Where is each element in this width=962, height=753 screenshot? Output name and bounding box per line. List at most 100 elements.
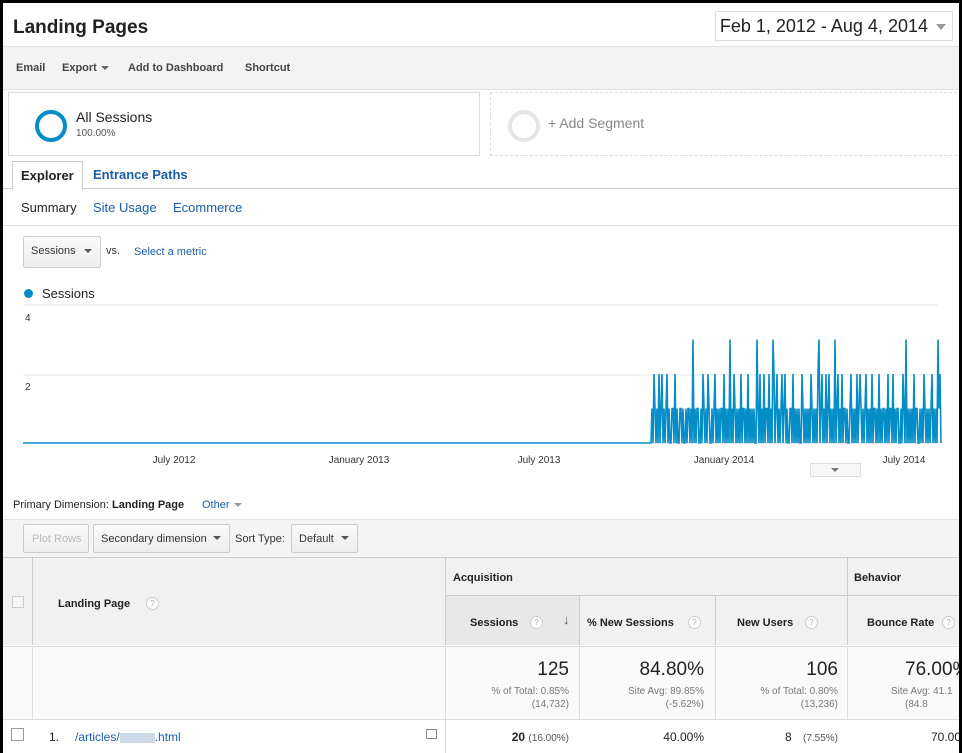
bounce-rate-header-label: Bounce Rate — [867, 617, 935, 629]
help-icon: ? — [140, 597, 159, 610]
dimension-other-dropdown[interactable]: Other — [202, 499, 242, 511]
x-tick-label: July 2012 — [153, 455, 196, 466]
redacted-block — [119, 732, 155, 743]
add-segment-label: + Add Segment — [548, 115, 645, 131]
sort-type-dropdown[interactable]: Default — [291, 524, 358, 553]
behavior-group-header: Behavior — [848, 558, 959, 596]
total-sessions-pct: % of Total: 0.85% — [491, 686, 569, 697]
row-bounce-rate: 70.00% — [931, 730, 959, 744]
x-tick-label: July 2014 — [883, 455, 926, 466]
total-bounce-rate-avg: Site Avg: 41.1 — [891, 686, 953, 697]
total-sessions-site: (14,732) — [531, 699, 569, 710]
sort-type-label: Sort Type: — [235, 533, 285, 545]
chart-resize-handle[interactable] — [810, 463, 861, 477]
chart-legend-label: Sessions — [42, 286, 95, 301]
chevron-down-icon — [100, 66, 109, 71]
empty-segment-ring-icon — [508, 110, 540, 142]
behavior-label: Behavior — [854, 572, 902, 584]
plot-rows-button[interactable]: Plot Rows — [23, 524, 89, 553]
vs-label: vs. — [106, 245, 121, 257]
report-tabs: Explorer Entrance Paths — [3, 161, 959, 191]
subtab-site-usage[interactable]: Site Usage — [93, 200, 157, 215]
open-link-icon[interactable] — [426, 729, 437, 739]
landing-page-link[interactable]: /articles/ .html — [75, 730, 181, 744]
secondary-dimension-label: Secondary dimension — [101, 533, 207, 545]
sessions-header-label: Sessions — [470, 617, 519, 629]
export-button[interactable]: Export — [62, 62, 109, 74]
sort-arrow-down-icon: ↓ — [563, 612, 570, 627]
metric-dropdown[interactable]: Sessions — [23, 236, 101, 268]
subtab-summary[interactable]: Summary — [21, 200, 77, 215]
chevron-down-icon — [84, 249, 92, 253]
total-new-sessions: 84.80% — [639, 659, 704, 680]
row-sessions-value: 20 — [511, 730, 526, 744]
primary-dimension-label: Primary Dimension: — [13, 499, 109, 511]
x-tick-group: July 2012 January 2013 July 2013 January… — [153, 455, 926, 466]
row-new-users-value: 8 — [784, 730, 792, 744]
totals-row: 125 % of Total: 0.85% (14,732) 84.80% Si… — [3, 646, 959, 720]
chevron-down-icon — [341, 536, 349, 540]
explorer-subtabs: Summary Site Usage Ecommerce — [3, 189, 959, 226]
total-bounce-rate-diff: (84.8 — [905, 699, 928, 710]
subtab-ecommerce[interactable]: Ecommerce — [173, 200, 243, 215]
new-users-header-label: New Users — [737, 617, 794, 629]
select-all-cell — [3, 558, 33, 645]
sessions-chart: 4 2 July 2012 January 2013 July 2013 Jan… — [23, 304, 942, 466]
row-new-sessions: 40.00% — [663, 730, 704, 744]
help-icon: ? — [524, 616, 543, 629]
segment-percent: 100.00% — [76, 128, 116, 139]
sort-type-value: Default — [299, 533, 334, 545]
table-row: 1. /articles/ .html 20 (16.00%) 40.00% 8 … — [3, 719, 959, 753]
landing-page-suffix: .html — [154, 730, 181, 744]
metric-dropdown-label: Sessions — [31, 245, 76, 257]
report-toolbar: Email Export Add to Dashboard Shortcut — [3, 46, 959, 90]
page-title: Landing Pages — [13, 17, 149, 38]
date-range-picker[interactable]: Feb 1, 2012 - Aug 4, 2014 — [714, 11, 953, 41]
tab-explorer[interactable]: Explorer — [12, 161, 83, 191]
report-frame: Landing Pages Feb 1, 2012 - Aug 4, 2014 … — [3, 3, 959, 753]
sessions-column-header[interactable]: Sessions ? ↓ — [446, 596, 580, 645]
shortcut-button[interactable]: Shortcut — [245, 62, 291, 74]
total-new-sessions-avg: Site Avg: 89.85% — [628, 686, 704, 697]
bounce-rate-column-header[interactable]: Bounce Rate ? — [848, 596, 959, 645]
x-tick-label: July 2013 — [518, 455, 561, 466]
x-tick-label: January 2014 — [694, 455, 755, 466]
add-to-dashboard-button[interactable]: Add to Dashboard — [128, 62, 224, 74]
row-checkbox[interactable] — [11, 728, 24, 741]
date-range-label: Feb 1, 2012 - Aug 4, 2014 — [719, 16, 928, 36]
add-segment-button[interactable]: + Add Segment — [490, 92, 959, 156]
export-label: Export — [62, 62, 97, 74]
segment-all-sessions[interactable]: All Sessions 100.00% — [8, 92, 480, 156]
new-sessions-header-label: % New Sessions — [587, 617, 674, 629]
chevron-down-icon — [213, 536, 221, 540]
help-icon: ? — [682, 616, 701, 629]
plot-rows-label: Plot Rows — [32, 533, 82, 545]
data-table: Landing Page ? Acquisition Behavior Sess… — [3, 557, 959, 753]
legend-dot-icon — [24, 289, 33, 298]
row-sessions: 20 (16.00%) — [512, 730, 569, 744]
series-line-sessions — [23, 339, 942, 444]
series-layer — [23, 339, 942, 444]
landing-page-prefix: /articles/ — [75, 730, 120, 744]
row-new-users: 8 (7.55%) — [785, 730, 838, 744]
row-new-users-pct: (7.55%) — [802, 733, 838, 744]
acquisition-label: Acquisition — [453, 572, 513, 584]
acquisition-group-header: Acquisition — [446, 558, 848, 596]
dimension-landing-page: Landing Page — [112, 499, 185, 511]
landing-page-header[interactable]: Landing Page ? — [33, 558, 446, 645]
landing-page-header-label: Landing Page — [58, 598, 131, 610]
row-index: 1. — [49, 730, 60, 744]
chevron-down-icon — [233, 503, 242, 508]
total-new-sessions-diff: (-5.62%) — [665, 699, 704, 710]
secondary-dimension-dropdown[interactable]: Secondary dimension — [93, 524, 230, 553]
row-sessions-pct: (16.00%) — [528, 733, 569, 744]
select-metric-link[interactable]: Select a metric — [134, 246, 207, 258]
new-users-column-header[interactable]: New Users ? — [716, 596, 848, 645]
chevron-down-icon — [936, 24, 946, 30]
total-bounce-rate: 76.00% — [905, 659, 959, 680]
email-button[interactable]: Email — [16, 62, 46, 74]
total-sessions: 125 — [537, 659, 569, 680]
tab-entrance-paths[interactable]: Entrance Paths — [93, 167, 188, 182]
select-all-checkbox[interactable] — [12, 596, 24, 608]
new-sessions-column-header[interactable]: % New Sessions ? — [580, 596, 716, 645]
